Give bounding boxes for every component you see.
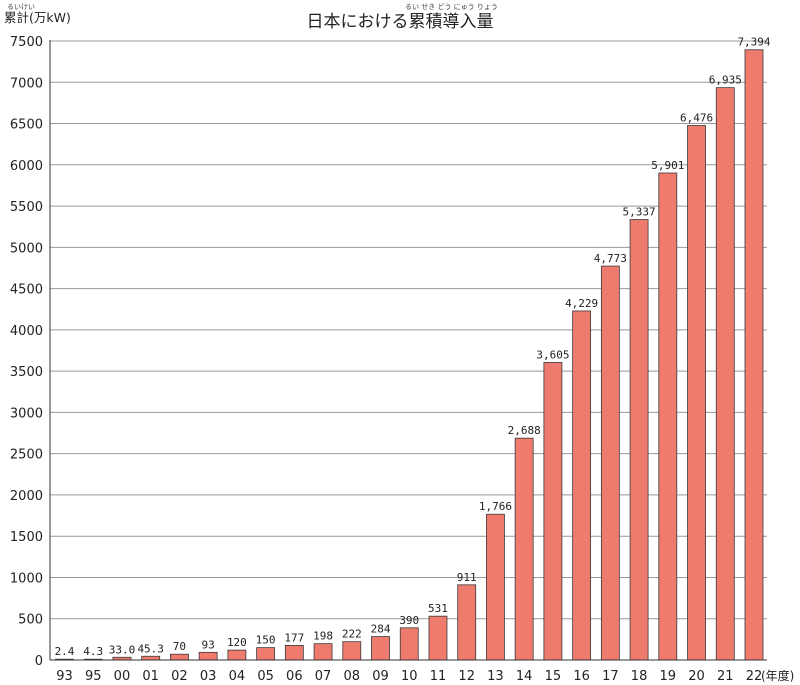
bar-value-label: 4,229 [565,297,598,310]
x-tick-label: 01 [142,669,159,684]
y-tick-label: 7000 [10,76,43,91]
x-tick-label: 95 [85,669,102,684]
bar [629,219,649,661]
bar-value-label: 284 [371,623,391,636]
bar-value-label: 911 [457,571,477,584]
bar-value-label: 33.0 [109,643,136,656]
bar [170,653,189,661]
y-tick-label: 5500 [10,200,43,215]
y-tick-label: 6500 [10,118,43,133]
x-tick-label: 93 [56,669,73,684]
bar [514,437,534,661]
x-tick-label: 19 [660,669,677,684]
bar-value-label: 222 [342,628,362,641]
bar-value-label: 5,901 [651,159,684,172]
bar-value-label: 120 [227,636,247,649]
bar [428,615,448,661]
grid-lines [50,40,767,620]
x-tick-label: 21 [717,669,734,684]
bar-value-label: 390 [399,614,419,627]
bar [342,641,362,661]
y-axis-ruby: るいけい [7,3,35,11]
bar-value-label: 5,337 [623,206,656,219]
bar [572,310,592,661]
bar [313,643,333,661]
x-tick-label: 00 [114,669,131,684]
y-tick-label: 4500 [10,283,43,298]
bar [658,172,678,661]
x-axis-unit: (年度) [761,668,794,683]
bar-value-label: 198 [313,630,333,643]
bar-value-label: 531 [428,602,448,615]
bar [687,125,706,661]
x-tick-label: 22 [746,669,763,684]
y-tick-label: 500 [18,613,43,628]
x-tick-label: 05 [257,669,274,684]
bar-value-label: 6,476 [680,112,713,125]
x-tick-label: 03 [200,669,217,684]
bar [284,644,304,661]
x-tick-label: 17 [602,669,619,684]
y-tick-label: 0 [35,654,43,669]
x-tick-label: 10 [401,669,418,684]
axes [49,40,767,661]
x-tick-label: 06 [286,669,303,684]
bar-value-label: 4.3 [83,645,103,658]
chart-title: 日本における累積導入量 [307,12,494,32]
y-tick-label: 1000 [10,571,43,586]
y-tick-label: 2500 [10,448,43,463]
x-tick-label: 20 [688,669,705,684]
y-tick-label: 2000 [10,489,43,504]
y-axis-label: 累計(万kW) [4,10,71,25]
bar-value-label: 6,935 [709,74,742,87]
bar [600,265,620,661]
bar-value-label: 1,766 [479,500,512,513]
x-tick-label: 14 [516,669,533,684]
bar [543,362,563,661]
x-tick-label: 07 [315,669,332,684]
bar-value-label: 2.4 [55,645,75,658]
chart-title-ruby: るい せき どう にゅう りょう [405,3,498,11]
bar-value-label: 2,688 [508,424,541,437]
x-tick-label: 18 [631,669,648,684]
bar-value-label: 3,605 [536,348,569,361]
x-tick-label: 08 [344,669,361,684]
x-tick-label: 04 [229,669,246,684]
y-tick-label: 4000 [10,324,43,339]
bar [457,584,477,661]
bar-value-label: 70 [173,640,186,653]
x-tick-label: 02 [171,669,188,684]
y-tick-label: 3000 [10,406,43,421]
bar-value-label: 45.3 [137,642,164,655]
y-tick-label: 5000 [10,241,43,256]
x-tick-label: 15 [545,669,562,684]
bar [227,649,247,661]
bars [55,49,764,661]
bar-value-label: 4,773 [594,252,627,265]
bar [141,655,161,661]
labels: 0500100015002000250030003500400045005000… [10,35,771,684]
bar [198,651,218,661]
bar [256,647,276,661]
bar-value-label: 177 [284,631,304,644]
bar-value-label: 93 [202,638,215,651]
bar [399,627,419,661]
bar [371,636,390,661]
x-tick-label: 09 [372,669,389,684]
x-tick-label: 16 [573,669,590,684]
y-tick-label: 1500 [10,530,43,545]
bar [744,49,764,661]
bar-value-label: 7,394 [737,36,770,49]
bar [715,87,735,661]
y-tick-label: 3500 [10,365,43,380]
y-tick-label: 6000 [10,159,43,174]
x-tick-label: 12 [458,669,475,684]
bar [486,513,505,661]
bar-value-label: 150 [256,634,276,647]
x-tick-label: 11 [430,669,447,684]
y-tick-label: 7500 [10,35,43,50]
x-tick-label: 13 [487,669,504,684]
